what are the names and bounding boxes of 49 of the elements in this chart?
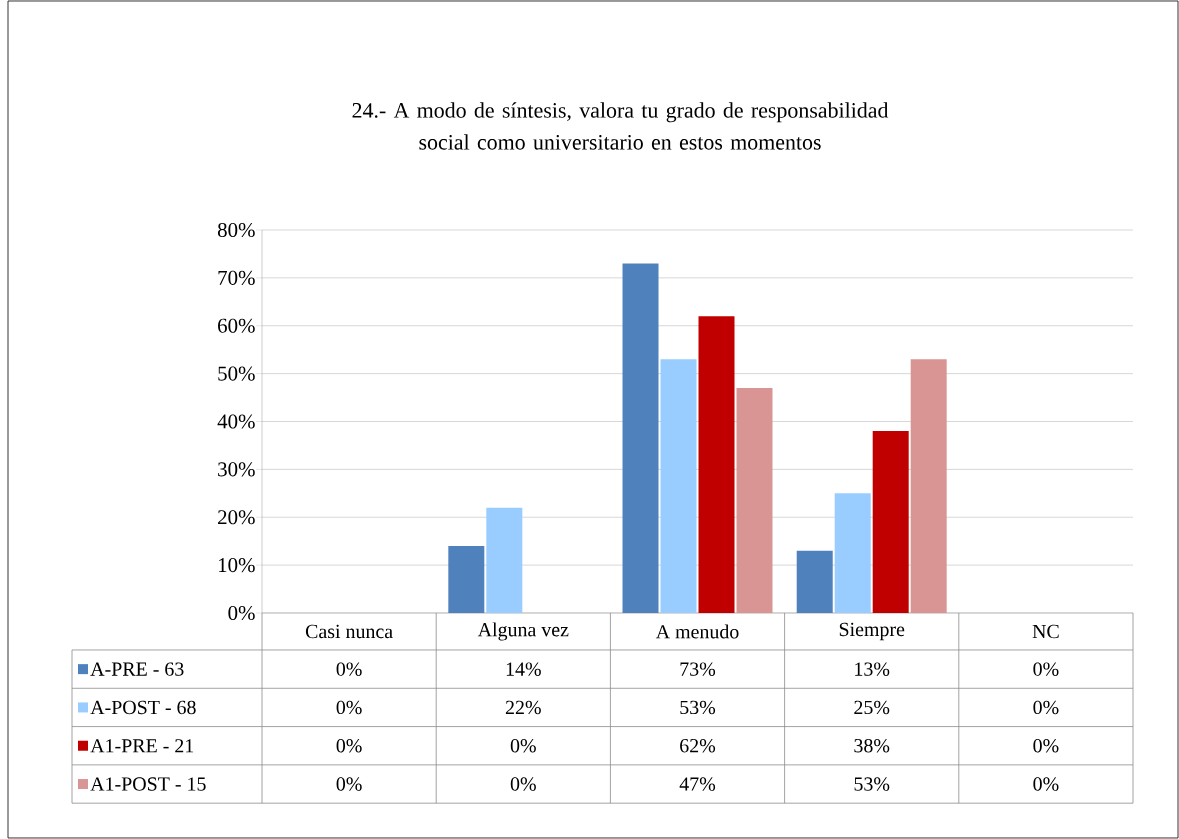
x-tick-label: A menudo <box>655 624 739 639</box>
data-label: 13% <box>855 662 890 676</box>
data-label: 0% <box>336 662 362 676</box>
data-label: 0% <box>336 777 362 791</box>
data-label: 53% <box>680 700 716 715</box>
x-tick-label: NC <box>1032 624 1059 639</box>
bar <box>622 263 659 613</box>
data-label: 0% <box>510 777 536 791</box>
bar <box>910 359 947 613</box>
bar <box>834 493 871 613</box>
y-tick-label: 50% <box>218 366 255 381</box>
data-label: 73% <box>680 662 716 676</box>
data-label: 0% <box>1033 777 1059 791</box>
data-label: 62% <box>680 738 716 753</box>
y-tick-label: 0% <box>228 605 255 621</box>
bar <box>736 387 773 613</box>
legend-label: A1-POST - 15 <box>90 777 206 791</box>
y-tick-label: 30% <box>218 462 255 477</box>
y-tick-label: 70% <box>218 270 255 285</box>
y-tick-label: 80% <box>217 222 255 238</box>
data-label: 38% <box>854 738 890 753</box>
bar <box>486 507 523 613</box>
legend-label: A-PRE - 63 <box>90 662 184 676</box>
y-tick-label: 10% <box>218 558 255 573</box>
y-tick-label: 40% <box>217 414 255 429</box>
data-label: 0% <box>336 700 362 715</box>
x-tick-label: Casi nunca <box>305 624 393 639</box>
bar <box>872 431 909 613</box>
data-label: 0% <box>1033 738 1059 753</box>
data-label: 22% <box>505 700 541 715</box>
data-label: 0% <box>1033 700 1059 715</box>
data-label: 0% <box>336 738 362 753</box>
x-tick-label: Alguna vez <box>477 622 569 641</box>
chart-title: 24.- A modo de síntesis, valora tu grado de responsabilidad social como universitario en estos momentos <box>352 102 889 150</box>
data-label: 0% <box>510 738 536 753</box>
y-tick-label: 20% <box>218 510 255 525</box>
x-tick-label: Siempre <box>839 622 905 641</box>
y-tick-label: 60% <box>218 318 255 333</box>
data-label: 14% <box>506 662 541 676</box>
data-label: 47% <box>679 777 716 791</box>
bar <box>660 359 697 613</box>
bar <box>698 316 735 613</box>
data-label: 0% <box>1033 662 1059 676</box>
legend-label: A1-PRE - 21 <box>90 739 194 753</box>
legend-label: A-POST - 68 <box>90 700 196 715</box>
data-label: 53% <box>854 777 890 791</box>
data-label: 25% <box>854 700 890 715</box>
bar <box>796 550 833 613</box>
bar <box>448 545 485 613</box>
